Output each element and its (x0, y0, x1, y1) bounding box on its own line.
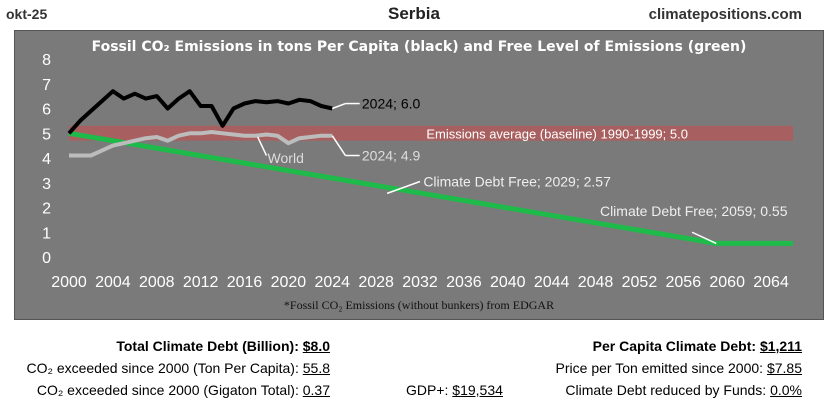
x-tick-label: 2052 (622, 274, 658, 291)
x-tick-label: 2044 (534, 274, 570, 291)
co2-gt-value: 0.37 (302, 382, 330, 398)
debt-free-2059-label: Climate Debt Free; 2059; 0.55 (600, 203, 788, 219)
debt-free-2059-leader (691, 231, 717, 245)
per-capita-value: $1,211 (759, 338, 802, 354)
y-tick-label: 8 (42, 52, 51, 69)
gdp-label: GDP+: (406, 382, 449, 398)
y-tick-label: 4 (42, 151, 51, 168)
x-tick-label: 2008 (139, 274, 175, 291)
world-end-label: 2024; 4.9 (362, 148, 421, 164)
y-tick-label: 7 (42, 77, 51, 94)
x-tick-label: 2032 (402, 274, 438, 291)
world-label: World (268, 150, 304, 166)
gdp: GDP+: $19,534 (406, 382, 503, 398)
co2-gt-label: CO₂ exceeded since 2000 (Gigaton Total): (36, 382, 299, 398)
chart-area: Fossil CO₂ Emissions in tons Per Capita … (14, 30, 824, 320)
x-tick-label: 2004 (95, 274, 131, 291)
y-tick-label: 3 (42, 176, 51, 193)
reduced-label: Climate Debt reduced by Funds: (565, 382, 767, 398)
serbia-label-leader (332, 102, 346, 110)
y-tick-label: 2 (42, 201, 51, 218)
date-label: okt-25 (6, 6, 48, 22)
serbia-end-label: 2024; 6.0 (362, 96, 421, 112)
serbia-emissions-line (67, 89, 333, 135)
price-value: $7.85 (766, 360, 802, 376)
co2-ton-label: CO₂ exceeded since 2000 (Ton Per Capita)… (26, 360, 299, 376)
chart-title: Fossil CO₂ Emissions in tons Per Capita … (92, 39, 747, 55)
co2-gt: CO₂ exceeded since 2000 (Gigaton Total):… (37, 382, 330, 398)
price-per-ton: Price per Ton emitted since 2000: $7.85 (556, 360, 802, 376)
x-tick-label: 2048 (578, 274, 614, 291)
total-debt: Total Climate Debt (Billion): $8.0 (116, 338, 330, 354)
x-tick-label: 2036 (446, 274, 482, 291)
chart-footnote: *Fossil CO₂ Emissions (without bunkers) … (284, 298, 554, 312)
debt-reduced: Climate Debt reduced by Funds: 0.0% (565, 382, 802, 398)
total-debt-value: $8.0 (302, 338, 330, 354)
x-tick-label: 2060 (709, 274, 745, 291)
site-label: climatepositions.com (648, 6, 802, 23)
y-tick-label: 6 (42, 102, 51, 119)
per-capita-label: Per Capita Climate Debt: (592, 338, 757, 354)
world-emissions-line (69, 130, 333, 158)
x-tick-label: 2020 (271, 274, 307, 291)
x-tick-label: 2012 (183, 274, 219, 291)
country-title: Serbia (388, 4, 440, 23)
gdp-value: $19,534 (452, 382, 503, 398)
y-tick-label: 0 (42, 250, 51, 267)
x-tick-label: 2024 (314, 274, 350, 291)
debt-free-2029-leader (386, 180, 421, 195)
x-tick-label: 2040 (490, 274, 526, 291)
debt-free-2029-label: Climate Debt Free; 2029; 2.57 (423, 174, 611, 190)
baseline-label: Emissions average (baseline) 1990-1999; … (426, 126, 688, 141)
world-label-leader (257, 136, 268, 156)
total-debt-label: Total Climate Debt (Billion): (116, 338, 299, 354)
per-capita-debt: Per Capita Climate Debt: $1,211 (593, 338, 802, 354)
emissions-chart: Fossil CO₂ Emissions in tons Per Capita … (42, 39, 793, 312)
y-tick-label: 1 (42, 225, 51, 242)
world-end-leader (331, 135, 347, 156)
x-tick-label: 2056 (666, 274, 702, 291)
y-tick-label: 5 (42, 126, 51, 143)
x-tick-label: 2016 (227, 274, 263, 291)
reduced-value: 0.0% (770, 382, 802, 398)
co2-ton-value: 55.8 (302, 360, 330, 376)
price-label: Price per Ton emitted since 2000: (555, 360, 764, 376)
co2-ton: CO₂ exceeded since 2000 (Ton Per Capita)… (27, 360, 331, 376)
x-tick-label: 2064 (753, 274, 789, 291)
x-tick-label: 2028 (358, 274, 394, 291)
x-tick-label: 2000 (51, 274, 87, 291)
